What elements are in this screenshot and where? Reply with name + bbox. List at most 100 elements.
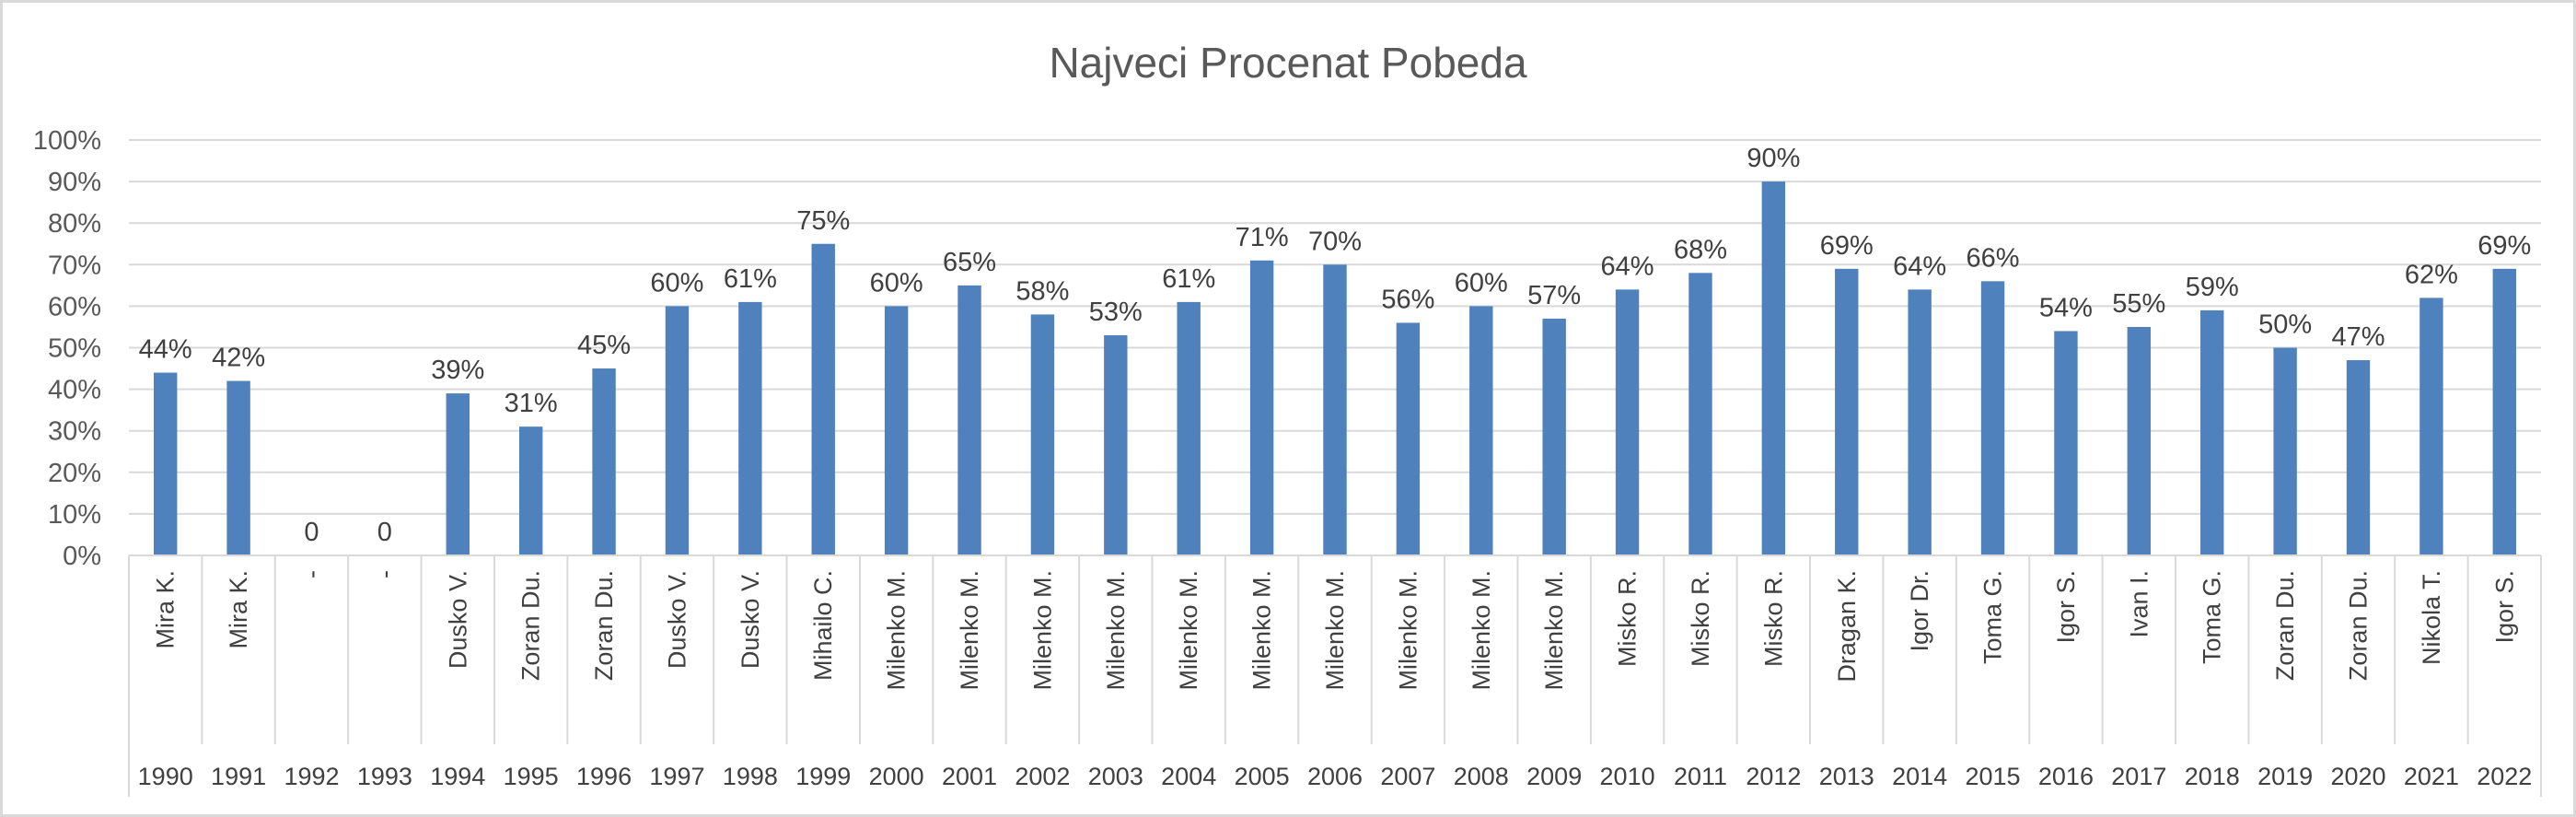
year-label: 2004 bbox=[1161, 763, 1216, 790]
year-label: 2011 bbox=[1674, 763, 1727, 790]
bar bbox=[2492, 268, 2517, 555]
data-label: 45% bbox=[577, 331, 631, 360]
y-tick-label: 50% bbox=[48, 334, 101, 364]
category-label: Zoran Du. bbox=[590, 570, 618, 681]
year-label: 1991 bbox=[211, 763, 266, 790]
year-label: 1993 bbox=[357, 763, 412, 790]
y-tick-label: 20% bbox=[48, 459, 101, 488]
year-label: 2018 bbox=[2185, 763, 2240, 790]
category-label: Dusko V. bbox=[663, 570, 690, 669]
bar bbox=[2127, 326, 2152, 555]
bar bbox=[884, 306, 909, 555]
bar bbox=[153, 372, 178, 555]
category-label: - bbox=[297, 570, 325, 578]
category-label: Dusko V. bbox=[444, 570, 471, 669]
category-label: Milenko M. bbox=[1175, 570, 1202, 691]
category-label: Milenko M. bbox=[1394, 570, 1421, 691]
year-label: 2016 bbox=[2038, 763, 2094, 790]
data-label: 39% bbox=[431, 356, 484, 385]
category-label: Toma G. bbox=[1979, 570, 2007, 664]
data-label: 44% bbox=[139, 335, 192, 365]
category-label: Milenko M. bbox=[1028, 570, 1056, 691]
category-label: - bbox=[371, 570, 399, 578]
category-label: Toma G. bbox=[2199, 570, 2226, 664]
category-label: Zoran Du. bbox=[2345, 570, 2373, 681]
y-tick-label: 70% bbox=[48, 251, 101, 280]
data-label: 53% bbox=[1089, 298, 1143, 327]
category-label: Dragan K. bbox=[1833, 570, 1861, 683]
bar bbox=[1323, 264, 1347, 555]
category-label: Milenko M. bbox=[1321, 570, 1349, 691]
bar bbox=[738, 301, 762, 555]
category-label: Milenko M. bbox=[1468, 570, 1495, 691]
bar bbox=[1177, 301, 1201, 555]
bar bbox=[2346, 360, 2371, 555]
year-label: 2003 bbox=[1088, 763, 1143, 790]
year-label: 2019 bbox=[2257, 763, 2313, 790]
year-label: 2006 bbox=[1307, 763, 1363, 790]
y-axis-ticks: 0% 10% 20% 30% 40% 50% 60% 70% 80% 90% 100% bbox=[33, 126, 101, 571]
data-label: 31% bbox=[505, 389, 558, 418]
bar bbox=[1396, 322, 1421, 555]
year-label: 2002 bbox=[1015, 763, 1070, 790]
bar bbox=[2419, 298, 2443, 555]
year-label: 1998 bbox=[723, 763, 778, 790]
data-label: 62% bbox=[2405, 260, 2458, 289]
bar bbox=[1761, 181, 1786, 555]
category-label: Milenko M. bbox=[883, 570, 911, 691]
y-tick-label: 100% bbox=[33, 126, 101, 156]
category-label: Igor Dr. bbox=[1906, 570, 1933, 652]
year-label: 1997 bbox=[649, 763, 704, 790]
year-label: 2015 bbox=[1966, 763, 2021, 790]
data-label: 54% bbox=[2039, 293, 2093, 322]
data-label: 60% bbox=[870, 268, 923, 298]
bar bbox=[2200, 309, 2224, 555]
data-label: 64% bbox=[1893, 251, 1946, 281]
bar bbox=[1030, 314, 1055, 555]
y-tick-label: 0% bbox=[63, 542, 101, 571]
year-label: 2014 bbox=[1892, 763, 1947, 790]
bar bbox=[957, 285, 981, 555]
bar bbox=[1615, 289, 1640, 555]
data-label: 55% bbox=[2112, 289, 2165, 319]
data-label: 60% bbox=[650, 268, 703, 298]
category-label: Milenko M. bbox=[1102, 570, 1130, 691]
year-label: 2020 bbox=[2330, 763, 2385, 790]
data-label: 42% bbox=[212, 344, 265, 373]
y-tick-label: 60% bbox=[48, 292, 101, 321]
bar bbox=[1908, 289, 1932, 555]
bar bbox=[592, 368, 616, 555]
year-label: 2009 bbox=[1526, 763, 1582, 790]
data-label: 60% bbox=[1455, 268, 1508, 298]
category-label: Zoran Du. bbox=[517, 570, 545, 681]
bar bbox=[1542, 318, 1566, 555]
x-axis bbox=[128, 554, 2542, 797]
bar bbox=[1104, 334, 1128, 555]
data-label: 66% bbox=[1967, 243, 2020, 273]
category-label: Mira K. bbox=[225, 570, 252, 649]
category-label: Milenko M. bbox=[1248, 570, 1276, 691]
bar bbox=[1469, 306, 1493, 555]
data-label: 68% bbox=[1674, 235, 1727, 264]
y-tick-label: 80% bbox=[48, 209, 101, 239]
bar bbox=[2273, 347, 2297, 555]
year-label: 1995 bbox=[504, 763, 559, 790]
year-label: 2012 bbox=[1746, 763, 1801, 790]
data-label: 64% bbox=[1601, 251, 1654, 281]
category-label: Misko R. bbox=[1614, 570, 1642, 667]
bar bbox=[1980, 281, 2005, 555]
category-label: Milenko M. bbox=[1540, 570, 1568, 691]
year-label: 2000 bbox=[869, 763, 924, 790]
y-tick-label: 90% bbox=[48, 168, 101, 197]
y-tick-label: 10% bbox=[48, 500, 101, 530]
bar bbox=[446, 393, 470, 555]
data-label: 56% bbox=[1381, 285, 1434, 314]
data-label: 90% bbox=[1746, 144, 1800, 173]
data-label: 50% bbox=[2258, 310, 2312, 340]
bar bbox=[2054, 331, 2078, 555]
data-label: 58% bbox=[1015, 276, 1069, 306]
bars bbox=[153, 181, 2517, 555]
year-label: 2017 bbox=[2111, 763, 2166, 790]
category-label: Milenko M. bbox=[956, 570, 983, 691]
